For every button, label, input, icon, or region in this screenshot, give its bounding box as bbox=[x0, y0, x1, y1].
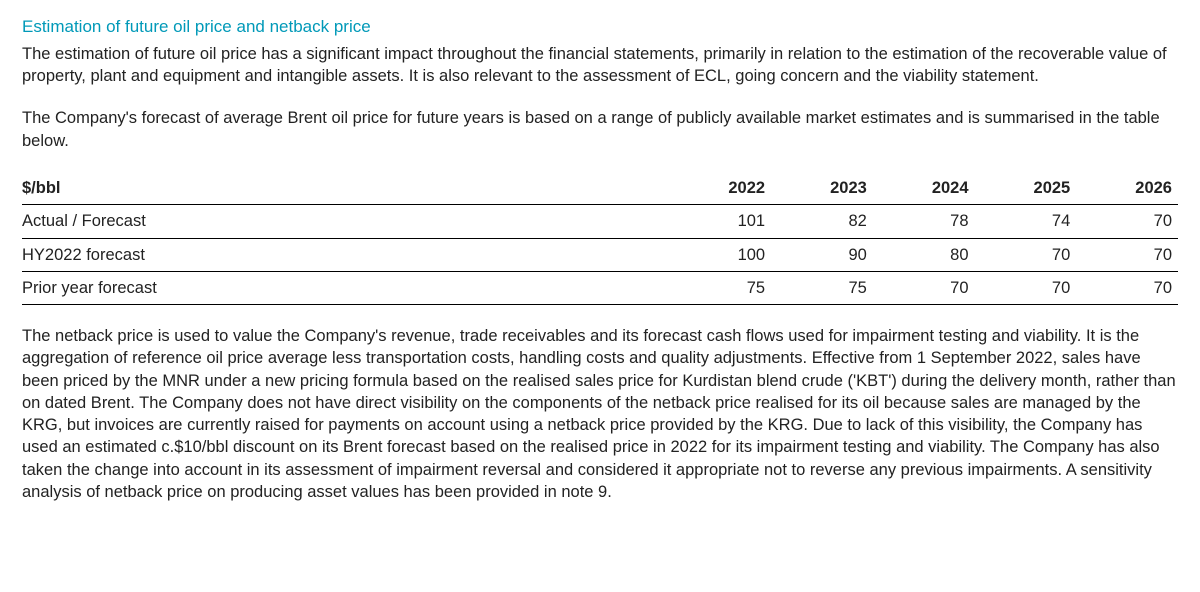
table-row: Actual / Forecast 101 82 78 74 70 bbox=[22, 205, 1178, 238]
table-row: HY2022 forecast 100 90 80 70 70 bbox=[22, 238, 1178, 271]
col-header-year: 2025 bbox=[975, 172, 1077, 205]
oil-price-forecast-table: $/bbl 2022 2023 2024 2025 2026 Actual / … bbox=[22, 172, 1178, 305]
table-cell: 75 bbox=[771, 271, 873, 304]
table-cell: 75 bbox=[669, 271, 771, 304]
table-cell: 100 bbox=[669, 238, 771, 271]
table-cell: 70 bbox=[1076, 205, 1178, 238]
table-cell: 70 bbox=[975, 238, 1077, 271]
table-cell: 90 bbox=[771, 238, 873, 271]
table-cell: 74 bbox=[975, 205, 1077, 238]
table-cell: 70 bbox=[1076, 271, 1178, 304]
unit-label-header: $/bbl bbox=[22, 172, 669, 205]
intro-paragraph-1: The estimation of future oil price has a… bbox=[22, 43, 1178, 88]
row-label: Actual / Forecast bbox=[22, 205, 669, 238]
col-header-year: 2022 bbox=[669, 172, 771, 205]
intro-paragraph-2: The Company's forecast of average Brent … bbox=[22, 107, 1178, 152]
table-cell: 70 bbox=[873, 271, 975, 304]
row-label: HY2022 forecast bbox=[22, 238, 669, 271]
netback-paragraph: The netback price is used to value the C… bbox=[22, 325, 1178, 503]
section-heading: Estimation of future oil price and netba… bbox=[22, 16, 1178, 39]
col-header-year: 2026 bbox=[1076, 172, 1178, 205]
col-header-year: 2024 bbox=[873, 172, 975, 205]
table-cell: 82 bbox=[771, 205, 873, 238]
table-header-row: $/bbl 2022 2023 2024 2025 2026 bbox=[22, 172, 1178, 205]
col-header-year: 2023 bbox=[771, 172, 873, 205]
table-cell: 78 bbox=[873, 205, 975, 238]
table-row: Prior year forecast 75 75 70 70 70 bbox=[22, 271, 1178, 304]
table-cell: 80 bbox=[873, 238, 975, 271]
table-cell: 101 bbox=[669, 205, 771, 238]
table-cell: 70 bbox=[1076, 238, 1178, 271]
table-cell: 70 bbox=[975, 271, 1077, 304]
row-label: Prior year forecast bbox=[22, 271, 669, 304]
